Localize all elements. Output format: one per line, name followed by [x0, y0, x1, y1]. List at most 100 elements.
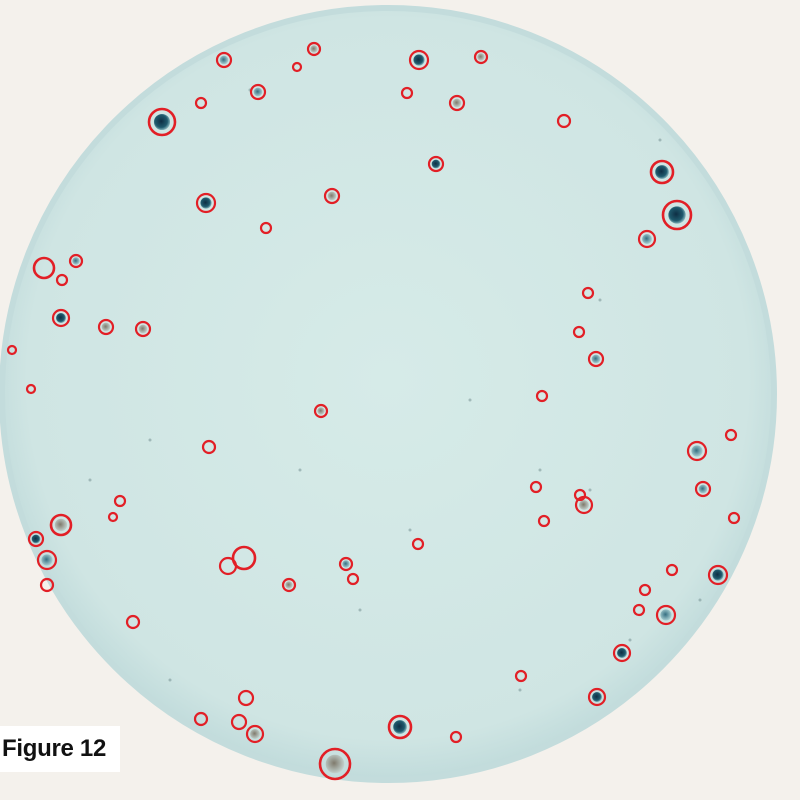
marker-ring [581, 286, 595, 300]
marker-ring [665, 563, 679, 577]
colony [413, 54, 425, 66]
marker-ring [427, 155, 445, 173]
speck [298, 468, 302, 472]
marker-ring [107, 511, 119, 523]
speck [698, 598, 702, 602]
colony [342, 560, 350, 568]
marker-ring [323, 187, 341, 205]
speck [588, 488, 592, 492]
speck [88, 478, 92, 482]
colony [642, 234, 652, 244]
marker-ring [535, 389, 549, 403]
marker-ring [649, 159, 675, 185]
colony [138, 324, 148, 334]
marker-ring [49, 513, 73, 537]
marker-ring [473, 49, 489, 65]
colony [579, 500, 589, 510]
colony [617, 648, 627, 658]
colony [327, 191, 337, 201]
colony [477, 53, 485, 61]
colony [655, 165, 669, 179]
colony [54, 518, 68, 532]
marker-ring [230, 713, 248, 731]
colony [41, 554, 53, 566]
marker-ring [514, 669, 528, 683]
speck [358, 608, 362, 612]
marker-ring [39, 577, 55, 593]
marker-ring [638, 583, 652, 597]
marker-ring [113, 494, 127, 508]
marker-ring [27, 530, 45, 548]
marker-ring [694, 480, 712, 498]
speck [168, 678, 172, 682]
colony [592, 692, 602, 702]
marker-ring [572, 325, 586, 339]
colony [452, 98, 462, 108]
marker-ring [661, 199, 693, 231]
colony [219, 55, 229, 65]
marker-ring [259, 221, 273, 235]
colony [431, 159, 441, 169]
colony [660, 609, 672, 621]
marker-ring [411, 537, 425, 551]
marker-ring [36, 549, 58, 571]
marker-ring [556, 113, 572, 129]
speck [598, 298, 602, 302]
colonies-layer [31, 45, 724, 774]
petri-dish [0, 5, 777, 783]
marker-ring [51, 308, 71, 328]
colony [698, 484, 708, 494]
marker-ring [231, 545, 257, 571]
speck [538, 468, 542, 472]
marker-ring [573, 488, 587, 502]
marker-ring [449, 730, 463, 744]
marker-ring [632, 603, 646, 617]
colony [691, 445, 703, 457]
speck [658, 138, 662, 142]
marker-ring [291, 61, 303, 73]
marker-ring [201, 439, 217, 455]
marker-ring [537, 514, 551, 528]
marker-ring [218, 556, 238, 576]
marker-ring [55, 273, 69, 287]
figure-caption: Figure 12 [0, 726, 120, 772]
colony [72, 257, 80, 265]
marker-ring [727, 511, 741, 525]
colony [56, 313, 66, 323]
speck [468, 398, 472, 402]
colony [591, 354, 601, 364]
speck [408, 528, 412, 532]
marker-ring [215, 51, 233, 69]
marker-ring [686, 440, 708, 462]
marker-ring [6, 344, 18, 356]
colony [668, 206, 686, 224]
marker-ring [587, 350, 605, 368]
marker-ring [400, 86, 414, 100]
colony [317, 407, 325, 415]
colony [250, 729, 260, 739]
colony [153, 113, 171, 131]
colony [325, 754, 345, 774]
marker-ring [68, 253, 84, 269]
marker-ring [32, 256, 56, 280]
marker-ring [194, 96, 208, 110]
marker-ring [195, 192, 217, 214]
colony [712, 569, 724, 581]
marker-ring [249, 83, 267, 101]
marker-ring [338, 556, 354, 572]
marker-ring [346, 572, 360, 586]
speck [628, 638, 632, 642]
marker-ring [655, 604, 677, 626]
marker-ring [313, 403, 329, 419]
marker-ring [612, 643, 632, 663]
marker-ring [587, 687, 607, 707]
marker-ring [281, 577, 297, 593]
marker-ring [147, 107, 177, 137]
marker-ring [306, 41, 322, 57]
marker-ring [707, 564, 729, 586]
marker-ring [97, 318, 115, 336]
marker-ring [193, 711, 209, 727]
colony [310, 45, 318, 53]
marker-ring [237, 689, 255, 707]
